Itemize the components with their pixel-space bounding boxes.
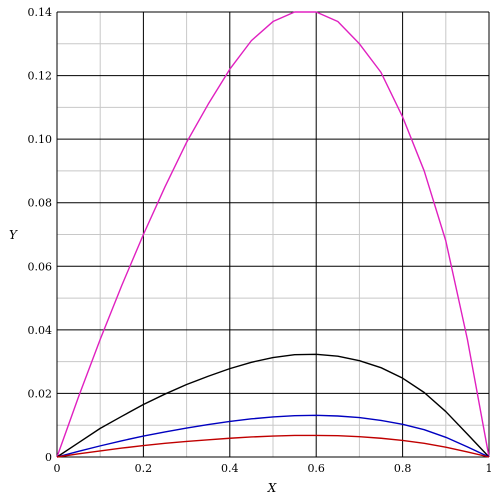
x-tick-label: 0.2 — [135, 462, 153, 475]
series-line-3 — [56, 414, 490, 458]
x-tick-label: 0.8 — [394, 462, 412, 475]
y-tick-label: 0.02 — [28, 387, 53, 400]
tick-layer: 0 0.2 0.4 0.6 0.8 1 0 0.02 0.04 0.06 0.08 0.10 0.12 0… — [28, 6, 493, 475]
minor-grid — [57, 12, 489, 457]
x-axis-title: X — [267, 481, 277, 495]
y-tick-label: 0 — [45, 451, 52, 464]
x-tick-label: 0.6 — [307, 462, 325, 475]
y-tick-label: 0.08 — [28, 197, 53, 210]
y-tick-label: 0.14 — [28, 6, 53, 19]
series-line-1 — [56, 11, 490, 458]
y-tick-label: 0.10 — [28, 133, 53, 146]
y-axis-title: Y — [9, 228, 18, 242]
y-tick-label: 0.12 — [28, 70, 53, 83]
series-layer — [56, 11, 490, 458]
series-line-4 — [56, 434, 490, 458]
x-tick-label: 1 — [486, 462, 493, 475]
x-tick-label: 0.4 — [221, 462, 239, 475]
series-line-2 — [56, 353, 490, 458]
x-tick-label: 0 — [54, 462, 61, 475]
y-tick-label: 0.06 — [28, 260, 53, 273]
y-tick-label: 0.04 — [28, 324, 53, 337]
